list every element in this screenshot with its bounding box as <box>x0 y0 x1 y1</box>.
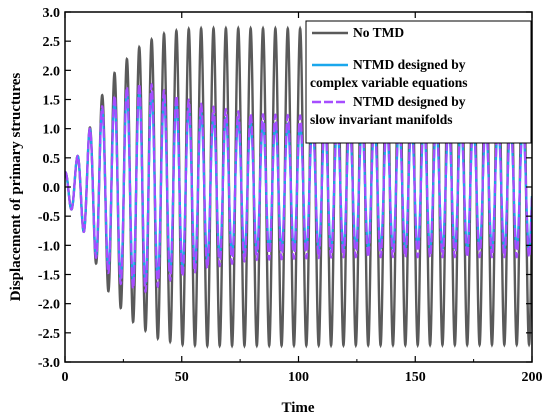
series-layer <box>65 25 532 349</box>
y-tick-label: 3.0 <box>43 6 61 21</box>
y-tick-label: -0.5 <box>38 210 60 225</box>
y-tick-label: -1.0 <box>38 239 60 254</box>
x-tick-label: 150 <box>405 370 426 385</box>
y-tick-label: -2.0 <box>38 298 60 313</box>
x-tick-label: 100 <box>288 370 309 385</box>
y-axis-title: Displacement of primary structures <box>8 73 24 302</box>
y-tick-label: -2.5 <box>38 327 60 342</box>
axis-layer: 0 50 100 150 200 -3.0 -2.5 -2.0 -1.5 -1.0 -0.5 0.0 0… <box>38 6 543 385</box>
legend-label-2: NTMD designed by <box>353 57 466 72</box>
x-axis-title: Time <box>281 400 314 416</box>
x-tick-label: 200 <box>522 370 543 385</box>
y-tick-label: -1.5 <box>38 269 60 284</box>
legend-label-2: complex variable equations <box>310 75 468 90</box>
y-tick-label: 1.0 <box>43 123 61 138</box>
legend-box <box>305 20 532 144</box>
legend-label-3: slow invariant manifolds <box>310 112 453 127</box>
legend: No TMD NTMD designed by complex variable e… <box>305 20 532 144</box>
y-tick-label: 2.0 <box>43 64 61 79</box>
legend-label-3: NTMD designed by <box>353 94 466 109</box>
y-tick-label: -3.0 <box>38 356 60 371</box>
legend-label-1: No TMD <box>353 25 404 40</box>
y-tick-label: 2.5 <box>43 35 61 50</box>
y-tick-label: 1.5 <box>43 94 61 109</box>
y-tick-label: 0.5 <box>43 152 61 167</box>
x-tick-label: 0 <box>62 370 69 385</box>
series-line-3 <box>65 81 532 294</box>
x-tick-label: 50 <box>175 370 189 385</box>
y-tick-label: 0.0 <box>43 181 61 196</box>
